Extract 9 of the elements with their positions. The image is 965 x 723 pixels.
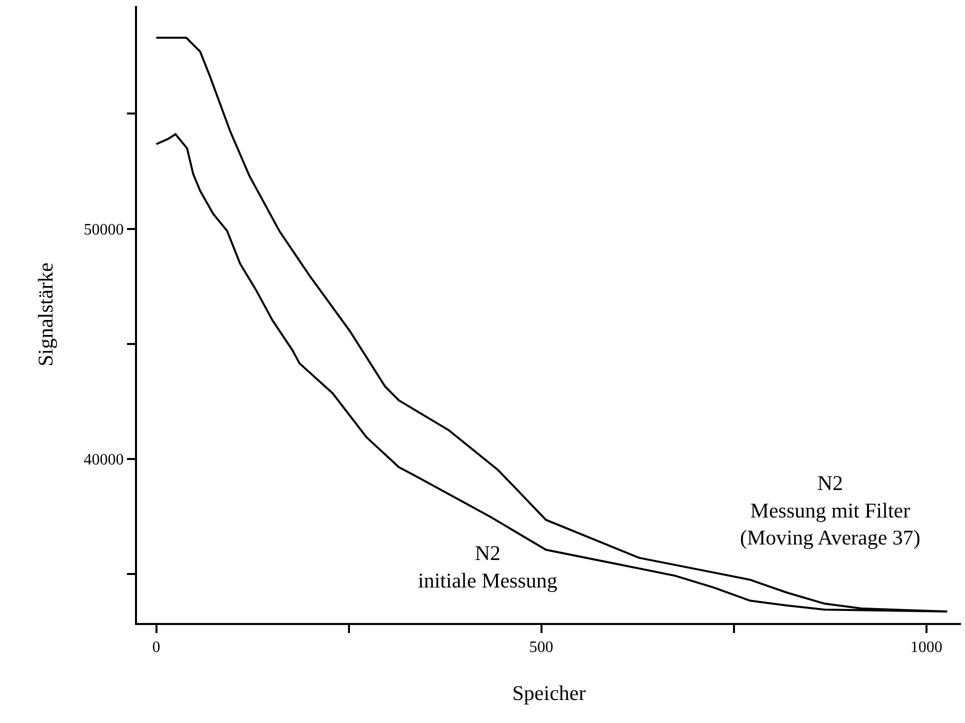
y-axis-title: Signalstärke bbox=[33, 262, 58, 366]
x-axis-title: Speicher bbox=[512, 680, 586, 705]
x-tick-label: 0 bbox=[152, 639, 160, 656]
y-tick-label: 40000 bbox=[84, 452, 124, 469]
annotation: N2 Messung mit Filter (Moving Average 37) bbox=[740, 471, 920, 550]
y-tick-label: 50000 bbox=[84, 221, 124, 238]
x-tick-label: 500 bbox=[529, 639, 554, 656]
annotation: N2 initiale Messung bbox=[418, 541, 558, 592]
x-tick-label: 1000 bbox=[910, 639, 942, 656]
